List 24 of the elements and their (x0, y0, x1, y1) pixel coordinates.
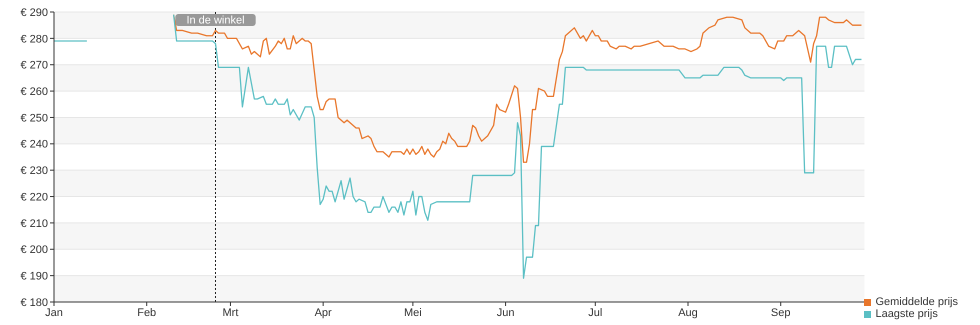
ref-line-label: In de winkel (186, 14, 245, 26)
x-tick-label: Aug (678, 306, 698, 319)
x-tick-label: Mei (404, 306, 422, 319)
x-tick-label: Jul (588, 306, 602, 319)
x-tick-label: Jan (45, 306, 63, 319)
x-tick-label: Apr (314, 306, 332, 319)
y-tick-label: € 290 (20, 6, 48, 19)
y-tick-label: € 190 (20, 270, 48, 283)
y-tick-label: € 180 (20, 296, 48, 309)
y-tick-label: € 220 (20, 191, 48, 204)
x-tick-label: Mrt (222, 306, 238, 319)
y-tick-label: € 260 (20, 86, 48, 98)
y-tick-label: € 250 (20, 112, 48, 124)
y-tick-label: € 200 (20, 244, 48, 256)
x-tick-label: Feb (137, 306, 156, 319)
y-tick-label: € 270 (20, 60, 48, 72)
y-tick-label: € 240 (20, 138, 48, 151)
y-tick-label: € 210 (20, 218, 48, 230)
y-tick-label: € 230 (20, 165, 48, 178)
x-tick-label: Sep (770, 306, 791, 319)
legend-label: Laagste prijs (875, 308, 938, 320)
legend-label: Gemiddelde prijs (875, 296, 958, 308)
x-tick-label: Jun (496, 306, 514, 319)
y-tick-label: € 280 (20, 33, 48, 46)
